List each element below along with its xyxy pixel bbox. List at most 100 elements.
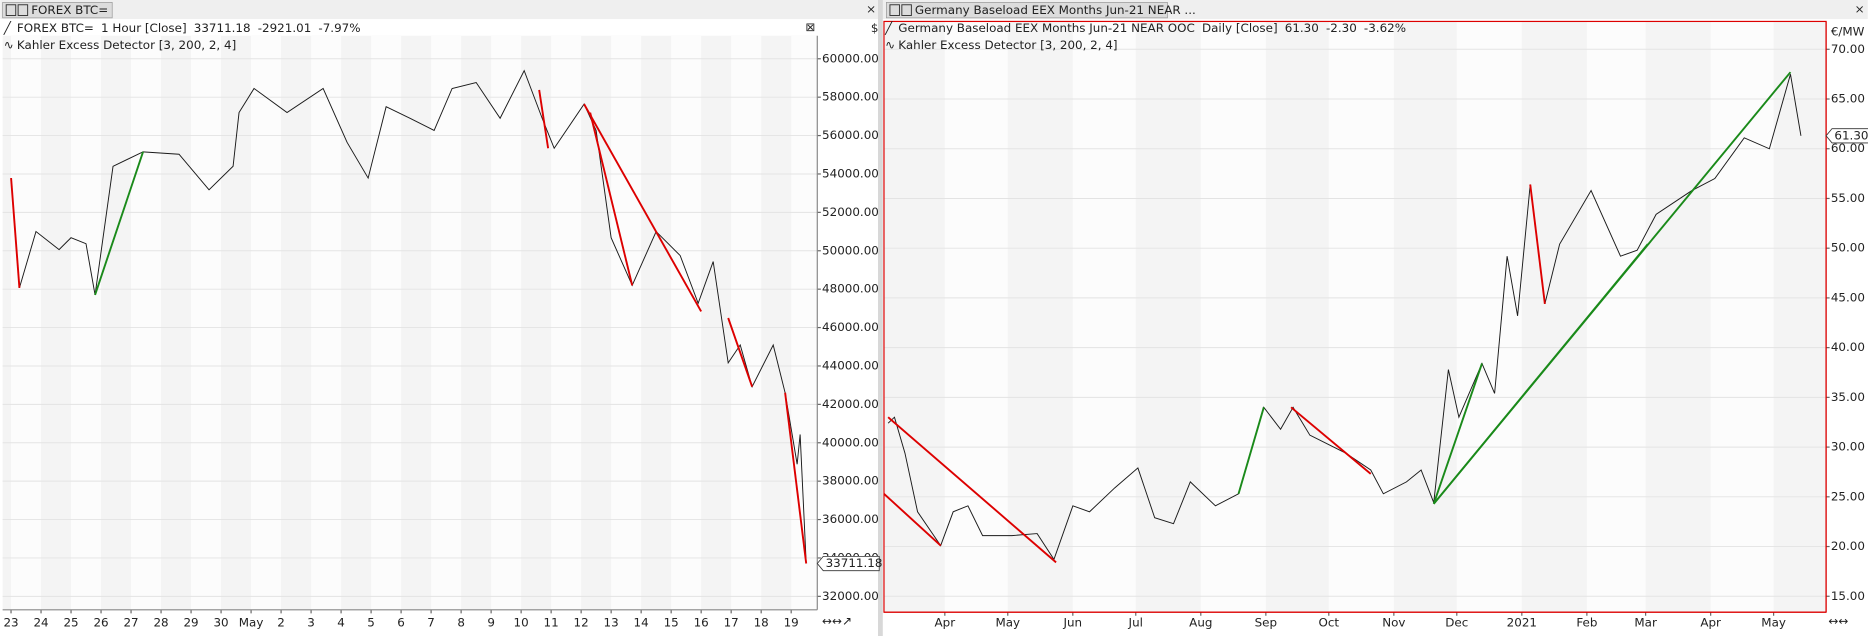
x-tick-label: 11	[544, 615, 559, 629]
panel-divider	[878, 0, 883, 636]
x-tick-label: 7	[427, 615, 435, 629]
day-band	[551, 35, 582, 610]
series-name: FOREX BTC=	[17, 21, 94, 35]
excess-signal	[1290, 406, 1372, 475]
day-band	[71, 35, 102, 610]
x-tick-label: 5	[367, 615, 375, 629]
close-button[interactable]: ×	[1855, 2, 1865, 16]
last-price-label: 61.30	[1834, 128, 1868, 142]
x-tick-label: Jun	[1063, 615, 1083, 629]
tab[interactable]	[2, 2, 113, 19]
x-tick-label: 14	[634, 615, 649, 629]
excess-signal	[94, 151, 144, 296]
day-band	[1200, 21, 1266, 613]
day-band	[1456, 21, 1522, 613]
excess-signal	[589, 112, 634, 286]
day-band	[131, 35, 162, 610]
y-tick-label: 15.00	[1831, 589, 1865, 603]
y-tick-label: 20.00	[1831, 539, 1865, 553]
x-tick-label: 25	[63, 615, 78, 629]
y-tick-label: 50000.00	[822, 243, 879, 257]
day-band	[611, 35, 642, 610]
y-tick-label: 56000.00	[822, 128, 879, 142]
last-price-tag	[816, 555, 880, 572]
x-tick-label: Feb	[1576, 615, 1597, 629]
y-tick-label: 44000.00	[822, 358, 879, 372]
x-tick-label: 2021	[1507, 615, 1537, 629]
y-tick-label: 55.00	[1831, 191, 1865, 205]
x-tick-label: 12	[574, 615, 589, 629]
last-price-label: 33711.18	[826, 556, 883, 570]
close-button[interactable]: ×	[866, 2, 876, 16]
day-band	[191, 35, 222, 610]
day-band	[1328, 21, 1394, 613]
x-tick-label: Apr	[935, 615, 956, 629]
y-tick-label: 52000.00	[822, 205, 879, 219]
x-tick-label: 15	[664, 615, 679, 629]
x-tick-label: 27	[123, 615, 138, 629]
day-band	[1710, 21, 1774, 613]
excess-signal	[784, 392, 808, 564]
x-tick-label: Jul	[1128, 615, 1143, 629]
excess-signal	[1433, 243, 1649, 505]
y-tick-label: 40.00	[1831, 340, 1865, 354]
x-tick-label: 8	[457, 615, 465, 629]
excess-signal	[1432, 363, 1483, 505]
x-tick-label: Dec	[1445, 615, 1468, 629]
y-tick-label: 36000.00	[822, 512, 879, 526]
x-tick-label: 29	[183, 615, 198, 629]
active-border	[883, 20, 1827, 613]
day-band	[431, 35, 462, 610]
axis-unit: $	[871, 21, 879, 35]
zoom-controls[interactable]: ↔↔↗	[822, 614, 852, 628]
x-tick-label: 28	[153, 615, 168, 629]
day-band	[944, 21, 1008, 613]
y-tick-label: 30.00	[1831, 440, 1865, 454]
y-tick-label: 35.00	[1831, 390, 1865, 404]
y-tick-label: 46000.00	[822, 320, 879, 334]
legend-icon: ╱	[884, 20, 893, 35]
indicator-name: Kahler Excess Detector [3, 200, 2, 4]	[898, 38, 1117, 52]
day-band	[11, 35, 42, 610]
x-tick-label: 18	[754, 615, 769, 629]
excess-signal	[1529, 184, 1546, 304]
x-tick-label: Oct	[1318, 615, 1339, 629]
excess-signal	[583, 103, 702, 312]
x-tick-label: 4	[337, 615, 345, 629]
price-line	[10, 69, 807, 564]
x-tick-label: 6	[397, 615, 405, 629]
indicator-name: Kahler Excess Detector [3, 200, 2, 4]	[17, 38, 236, 52]
y-tick-label: 25.00	[1831, 489, 1865, 503]
tab-title: Germany Baseload EEX Months Jun-21 NEAR …	[915, 3, 1196, 17]
x-tick-label: 13	[604, 615, 619, 629]
series-interval: 1 Hour [Close]	[101, 21, 187, 35]
pane-close[interactable]: ⊠	[805, 20, 815, 34]
x-tick-label: 30	[213, 615, 228, 629]
x-tick-label: 24	[33, 615, 48, 629]
day-band	[731, 35, 762, 610]
legend-icon: ∿	[885, 38, 895, 52]
y-tick-label: 45.00	[1831, 290, 1865, 304]
change-value: -2.30	[1326, 21, 1357, 35]
x-tick-label: 17	[724, 615, 739, 629]
zoom-controls[interactable]: ↔↔	[1828, 614, 1848, 628]
tab-icon	[5, 4, 17, 16]
series-interval: Daily [Close]	[1202, 21, 1278, 35]
y-tick-label: 65.00	[1831, 92, 1865, 106]
day-band	[1072, 21, 1136, 613]
excess-signal	[727, 317, 754, 388]
tab[interactable]	[886, 2, 1168, 19]
excess-signal	[10, 177, 21, 288]
y-tick-label: 60.00	[1831, 141, 1865, 155]
y-tick-label: 42000.00	[822, 397, 879, 411]
x-tick-label: Sep	[1255, 615, 1277, 629]
day-band	[311, 35, 342, 610]
excess-signal	[1237, 407, 1265, 495]
y-tick-label: 38000.00	[822, 474, 879, 488]
change-percent: -7.97%	[318, 21, 360, 35]
excess-signal	[538, 89, 550, 149]
x-tick-label: 9	[487, 615, 495, 629]
y-tick-label: 54000.00	[822, 166, 879, 180]
x-tick-label: Nov	[1382, 615, 1405, 629]
day-band	[491, 35, 522, 610]
